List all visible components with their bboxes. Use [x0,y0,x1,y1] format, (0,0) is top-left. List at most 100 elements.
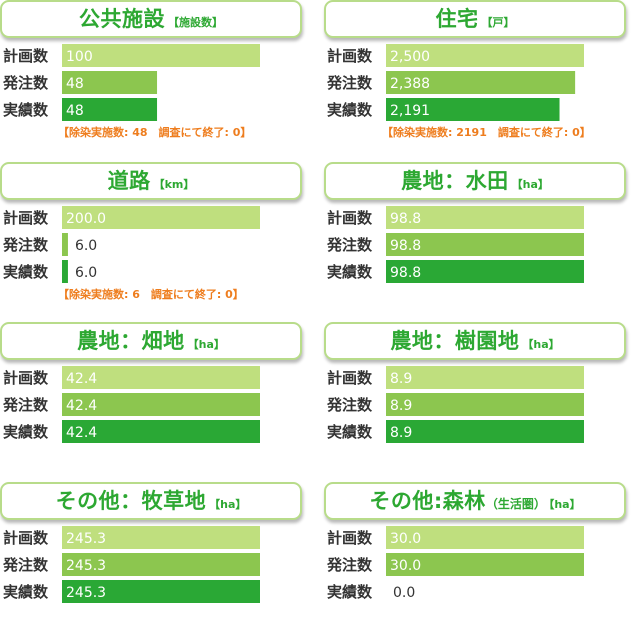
category-label-done: 実績数 [327,263,373,281]
category-label-ordered: 発注数 [326,396,373,414]
bar-ordered [62,71,158,94]
category-label-plan: 計画数 [327,529,373,547]
bar-done [62,98,158,121]
category-label-ordered: 発注数 [326,74,373,92]
value-label-plan: 200.0 [66,211,106,227]
value-label-ordered: 42.4 [66,398,97,414]
category-label-done: 実績数 [3,583,49,601]
category-label-done: 実績数 [327,423,373,441]
panel-unit: 【ha】 [511,178,549,191]
category-label-done: 実績数 [3,423,49,441]
bar-chart: 計画数 98.8 発注数 98.8 実績数 98.8 [326,206,584,283]
value-label-plan: 8.9 [390,371,412,387]
value-label-done: 245.3 [66,585,106,601]
bar-done [62,260,68,283]
category-label-ordered: 発注数 [326,556,373,574]
bar-done [62,580,260,603]
bar-plan [386,526,584,549]
panel-note: 【除染実施数: 6 調査にて終了: 0】 [58,288,244,301]
panel-title-box: 道路 【km】 [0,162,302,200]
category-label-plan: 計画数 [327,47,373,65]
category-label-done: 実績数 [3,101,49,119]
chart-panel-orchards: 農地：樹園地 【ha】 計画数 8.9 発注数 8.9 実績数 8.9 [324,322,626,472]
value-label-plan: 30.0 [390,531,421,547]
category-label-ordered: 発注数 [2,74,49,92]
panel-title-box: その他:森林（生活圏） 【ha】 [324,482,626,520]
bar-plan [62,366,260,389]
category-label-ordered: 発注数 [2,556,49,574]
bar-ordered [62,393,260,416]
bar-plan [386,44,584,67]
value-label-done: 6.0 [75,265,97,281]
bar-chart: 計画数 8.9 発注数 8.9 実績数 8.9 [326,366,584,443]
category-label-plan: 計画数 [327,209,373,227]
bar-ordered [386,393,584,416]
chart-panel-fields: 農地：畑地 【ha】 計画数 42.4 発注数 42.4 実績数 42.4 [0,322,302,472]
panel-title: その他：牧草地 [55,489,207,513]
value-label-done: 2,191 [390,103,430,119]
value-label-plan: 2,500 [390,49,430,65]
value-label-ordered: 8.9 [390,398,412,414]
value-label-done: 8.9 [390,425,412,441]
value-label-plan: 98.8 [390,211,421,227]
panel-title: 農地：樹園地 [390,329,520,353]
value-label-ordered: 48 [66,76,84,92]
category-label-ordered: 発注数 [326,236,373,254]
bar-chart: 計画数 245.3 発注数 245.3 実績数 245.3 [2,526,260,603]
panel-title-box: 農地：畑地 【ha】 [0,322,302,360]
value-label-plan: 245.3 [66,531,106,547]
bar-done [62,420,260,443]
bar-done [386,98,560,121]
chart-panel-pasture: その他：牧草地 【ha】 計画数 245.3 発注数 245.3 実績数 245.3 [0,482,302,632]
panel-unit: 【戸】 [481,16,515,29]
panel-title: 道路 [107,169,151,193]
category-label-done: 実績数 [327,101,373,119]
chart-panel-housing: 住宅 【戸】 計画数 2,500 発注数 2,388 実績数 2,191 【除染実施数: 2… [324,0,626,150]
value-label-done: 42.4 [66,425,97,441]
chart-panel-roads: 道路 【km】 計画数 200.0 発注数 6.0 実績数 6.0 【除染実施数: 6 調査… [0,162,302,312]
panel-unit: 【ha】 [548,498,581,511]
bar-chart: 計画数 2,500 発注数 2,388 実績数 2,191 [326,44,584,121]
panel-title-box: 農地：樹園地 【ha】 [324,322,626,360]
value-label-ordered: 98.8 [390,238,421,254]
panel-title: その他:森林 [369,489,486,513]
bar-chart: 計画数 42.4 発注数 42.4 実績数 42.4 [2,366,260,443]
value-label-done: 48 [66,103,84,119]
category-label-done: 実績数 [327,583,373,601]
panel-title: 住宅 [435,7,479,31]
panel-note: 【除染実施数: 2191 調査にて終了: 0】 [382,126,591,139]
panel-note: 【除染実施数: 48 調査にて終了: 0】 [58,126,252,139]
chart-panel-forest: その他:森林（生活圏） 【ha】 計画数 30.0 発注数 30.0 実績数 0.0 [324,482,626,632]
panel-title-box: 住宅 【戸】 [324,0,626,38]
panel-title-box: 公共施設 【施設数】 [0,0,302,38]
bar-ordered [62,233,68,256]
chart-panel-rice-paddies: 農地：水田 【ha】 計画数 98.8 発注数 98.8 実績数 98.8 [324,162,626,312]
bar-plan [62,206,260,229]
bar-plan [62,526,260,549]
value-label-ordered: 30.0 [390,558,421,574]
panel-unit: 【ha】 [522,338,560,351]
category-label-ordered: 発注数 [2,236,49,254]
panel-subtitle: （生活圏） [485,497,546,511]
value-label-plan: 100 [66,49,93,65]
bar-chart: 計画数 30.0 発注数 30.0 実績数 0.0 [326,526,584,601]
panel-title: 農地：水田 [401,169,509,193]
panel-unit: 【km】 [153,178,195,191]
value-label-done: 98.8 [390,265,421,281]
category-label-plan: 計画数 [3,369,49,387]
category-label-plan: 計画数 [3,47,49,65]
category-label-plan: 計画数 [3,209,49,227]
panel-title: 公共施設 [79,7,165,31]
category-label-plan: 計画数 [3,529,49,547]
panel-title: 農地：畑地 [77,329,185,353]
panel-unit: 【ha】 [209,498,247,511]
category-label-plan: 計画数 [327,369,373,387]
category-label-ordered: 発注数 [2,396,49,414]
bar-ordered [386,553,584,576]
chart-panel-public-facilities: 公共施設 【施設数】 計画数 100 発注数 48 実績数 48 【除染実施数: 48 調査… [0,0,302,150]
bar-ordered [62,553,260,576]
category-label-done: 実績数 [3,263,49,281]
value-label-plan: 42.4 [66,371,97,387]
panel-unit: 【ha】 [187,338,225,351]
bar-plan [62,44,260,67]
